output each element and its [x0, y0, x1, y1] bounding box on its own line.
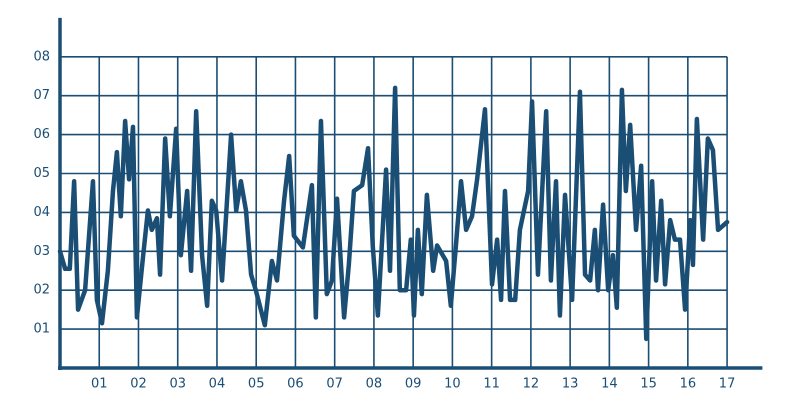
x-tick-label: 11 [483, 377, 500, 392]
x-tick-label: 05 [248, 377, 265, 392]
x-tick-label: 16 [680, 377, 697, 392]
x-tick-label: 12 [523, 377, 540, 392]
x-tick-label: 04 [209, 377, 226, 392]
x-tick-label: 17 [719, 377, 736, 392]
y-tick-label: 02 [33, 283, 50, 298]
data-line [57, 85, 730, 342]
y-tick-label: 07 [33, 88, 50, 103]
y-tick-label: 08 [33, 49, 50, 64]
x-tick-label: 14 [601, 377, 618, 392]
x-tick-label: 10 [444, 377, 461, 392]
y-tick-label: 04 [33, 205, 50, 220]
x-tick-label: 09 [405, 377, 422, 392]
x-tick-label: 08 [366, 377, 383, 392]
x-tick-label: 02 [130, 377, 147, 392]
x-tick-label: 13 [562, 377, 579, 392]
y-tick-label: 05 [33, 166, 50, 181]
y-tick-label: 01 [33, 322, 50, 337]
x-tick-label: 03 [169, 377, 186, 392]
x-tick-label: 06 [287, 377, 304, 392]
x-tick-label: 15 [640, 377, 657, 392]
y-tick-label: 06 [33, 127, 50, 142]
x-tick-label: 07 [326, 377, 343, 392]
x-tick-label: 01 [91, 377, 108, 392]
y-tick-label: 03 [33, 244, 50, 259]
